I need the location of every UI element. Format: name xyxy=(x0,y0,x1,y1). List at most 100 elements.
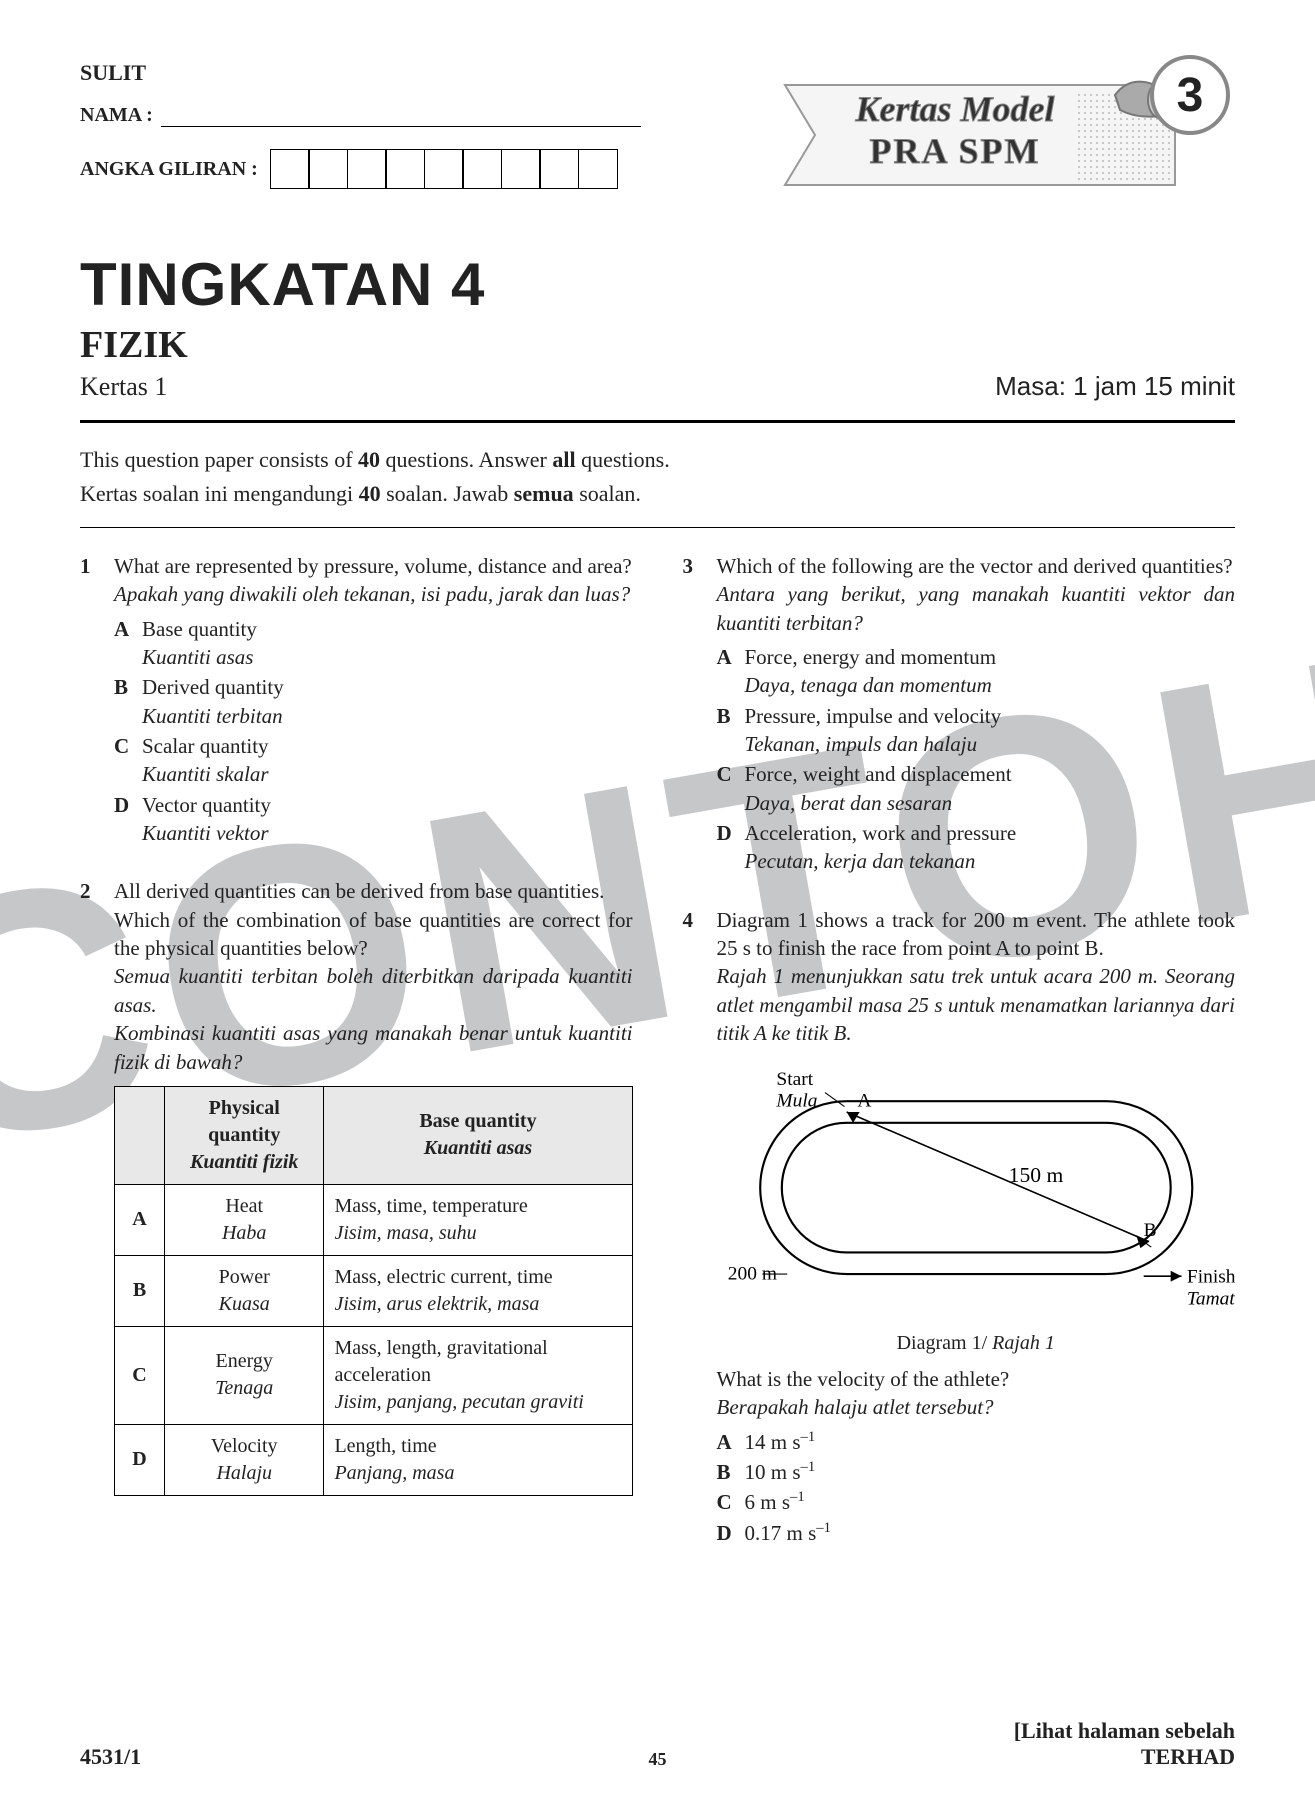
question-text-ms2: Kombinasi kuantiti asas yang manakah ben… xyxy=(114,1019,633,1076)
option-letter: A xyxy=(114,615,142,672)
option-en: Acceleration, work and pressure xyxy=(745,819,1017,847)
column-right: 3 Which of the following are the vector … xyxy=(683,552,1236,1577)
svg-text:Tamat: Tamat xyxy=(1186,1288,1235,1309)
option-letter: C xyxy=(717,760,745,817)
index-box[interactable] xyxy=(308,149,348,189)
row-letter: C xyxy=(115,1326,165,1424)
question-3: 3 Which of the following are the vector … xyxy=(683,552,1236,878)
option-letter: A xyxy=(717,643,745,700)
option: DVector quantityKuantiti vektor xyxy=(114,791,633,848)
svg-text:150 m: 150 m xyxy=(1008,1163,1063,1187)
question-text-en: Which of the following are the vector an… xyxy=(717,552,1236,580)
instructions-en: This question paper consists of 40 quest… xyxy=(80,447,1235,473)
question-subtext-en: What is the velocity of the athlete? xyxy=(717,1365,1236,1393)
option-letter: D xyxy=(717,819,745,876)
index-box[interactable] xyxy=(462,149,502,189)
option: D0.17 m s–1 xyxy=(717,1519,1236,1547)
question-number: 4 xyxy=(683,906,717,1549)
name-input-line[interactable] xyxy=(161,105,641,127)
option-letter: C xyxy=(717,1488,745,1516)
question-2: 2 All derived quantities can be derived … xyxy=(80,877,633,1495)
banner-line1: Kertas Model xyxy=(805,88,1105,130)
question-text-ms: Apakah yang diwakili oleh tekanan, isi p… xyxy=(114,580,633,608)
option-ms: Tekanan, impuls dan halaju xyxy=(745,730,1002,758)
index-box[interactable] xyxy=(347,149,387,189)
option-letter: A xyxy=(717,1428,745,1456)
question-text-en: Diagram 1 shows a track for 200 m event.… xyxy=(717,906,1236,963)
question-text-ms: Rajah 1 menunjukkan satu trek untuk acar… xyxy=(717,962,1236,1047)
question-2-table: Physical quantity Kuantiti fizik Base qu… xyxy=(114,1086,633,1496)
index-number-boxes[interactable] xyxy=(270,149,618,189)
title-block: TINGKATAN 4 FIZIK Kertas 1 Masa: 1 jam 1… xyxy=(80,250,1235,402)
option-ms: Daya, tenaga dan momentum xyxy=(745,671,997,699)
base-quantity-cell: Mass, electric current, timeJisim, arus … xyxy=(324,1255,632,1326)
page-footer: 4531/1 45 [Lihat halaman sebelah TERHAD xyxy=(80,1718,1235,1770)
banner-line2: PRA SPM xyxy=(805,130,1105,172)
index-box[interactable] xyxy=(501,149,541,189)
table-row: BPowerKuasaMass, electric current, timeJ… xyxy=(115,1255,633,1326)
base-quantity-cell: Mass, length, gravitational acceleration… xyxy=(324,1326,632,1424)
base-quantity-cell: Length, timePanjang, masa xyxy=(324,1424,632,1495)
index-box[interactable] xyxy=(578,149,618,189)
question-text-en2: Which of the combination of base quantit… xyxy=(114,906,633,963)
option: CScalar quantityKuantiti skalar xyxy=(114,732,633,789)
index-box[interactable] xyxy=(270,149,310,189)
question-number: 1 xyxy=(80,552,114,849)
diagram-1: 150 m Start Mula A B 200 m xyxy=(717,1058,1236,1358)
diagram-caption: Diagram 1/ Rajah 1 xyxy=(717,1330,1236,1357)
subject-title: FIZIK xyxy=(80,323,1235,367)
paper-code: 4531/1 xyxy=(80,1744,141,1770)
row-letter: A xyxy=(115,1184,165,1255)
option: ABase quantityKuantiti asas xyxy=(114,615,633,672)
option-ms: Kuantiti terbitan xyxy=(142,702,284,730)
option: BDerived quantityKuantiti terbitan xyxy=(114,673,633,730)
footer-note: [Lihat halaman sebelah xyxy=(1014,1718,1235,1744)
option: AForce, energy and momentumDaya, tenaga … xyxy=(717,643,1236,700)
option-value: 6 m s–1 xyxy=(745,1488,805,1516)
row-letter: B xyxy=(115,1255,165,1326)
question-text-ms: Semua kuantiti terbitan boleh diterbitka… xyxy=(114,962,633,1019)
option-en: Base quantity xyxy=(142,615,257,643)
paper-label: Kertas 1 xyxy=(80,372,167,402)
option: B10 m s–1 xyxy=(717,1458,1236,1486)
table-row: CEnergyTenagaMass, length, gravitational… xyxy=(115,1326,633,1424)
index-box[interactable] xyxy=(385,149,425,189)
name-label: NAMA : xyxy=(80,104,153,127)
row-letter: D xyxy=(115,1424,165,1495)
option-letter: B xyxy=(717,702,745,759)
column-left: 1 What are represented by pressure, volu… xyxy=(80,552,633,1577)
table-header-physical: Physical quantity Kuantiti fizik xyxy=(165,1086,324,1184)
option: DAcceleration, work and pressurePecutan,… xyxy=(717,819,1236,876)
option-en: Vector quantity xyxy=(142,791,271,819)
physical-quantity-cell: EnergyTenaga xyxy=(165,1326,324,1424)
svg-text:B: B xyxy=(1143,1220,1156,1241)
option-en: Pressure, impulse and velocity xyxy=(745,702,1002,730)
svg-text:Start: Start xyxy=(776,1069,813,1090)
table-header-base: Base quantity Kuantiti asas xyxy=(324,1086,632,1184)
option-value: 10 m s–1 xyxy=(745,1458,816,1486)
form-level-title: TINGKATAN 4 xyxy=(80,250,1235,319)
option-en: Force, energy and momentum xyxy=(745,643,997,671)
svg-text:A: A xyxy=(857,1090,871,1111)
index-box[interactable] xyxy=(539,149,579,189)
classification-label: SULIT xyxy=(80,60,715,86)
table-row: AHeatHabaMass, time, temperatureJisim, m… xyxy=(115,1184,633,1255)
svg-text:Mula: Mula xyxy=(775,1090,817,1111)
question-subtext-ms: Berapakah halaju atlet tersebut? xyxy=(717,1393,1236,1421)
option-ms: Pecutan, kerja dan tekanan xyxy=(745,847,1017,875)
option-en: Derived quantity xyxy=(142,673,284,701)
physical-quantity-cell: PowerKuasa xyxy=(165,1255,324,1326)
instructions-ms: Kertas soalan ini mengandungi 40 soalan.… xyxy=(80,481,1235,507)
option-ms: Kuantiti skalar xyxy=(142,760,269,788)
physical-quantity-cell: HeatHaba xyxy=(165,1184,324,1255)
option-letter: D xyxy=(114,791,142,848)
question-number: 3 xyxy=(683,552,717,878)
time-label: Masa: 1 jam 15 minit xyxy=(995,371,1235,402)
option-en: Force, weight and displacement xyxy=(745,760,1012,788)
footer-restricted: TERHAD xyxy=(1014,1744,1235,1770)
question-text-en: All derived quantities can be derived fr… xyxy=(114,877,633,905)
index-box[interactable] xyxy=(424,149,464,189)
index-number-label: ANGKA GILIRAN : xyxy=(80,158,258,181)
question-text-en: What are represented by pressure, volume… xyxy=(114,552,633,580)
svg-text:Finish: Finish xyxy=(1186,1266,1235,1287)
